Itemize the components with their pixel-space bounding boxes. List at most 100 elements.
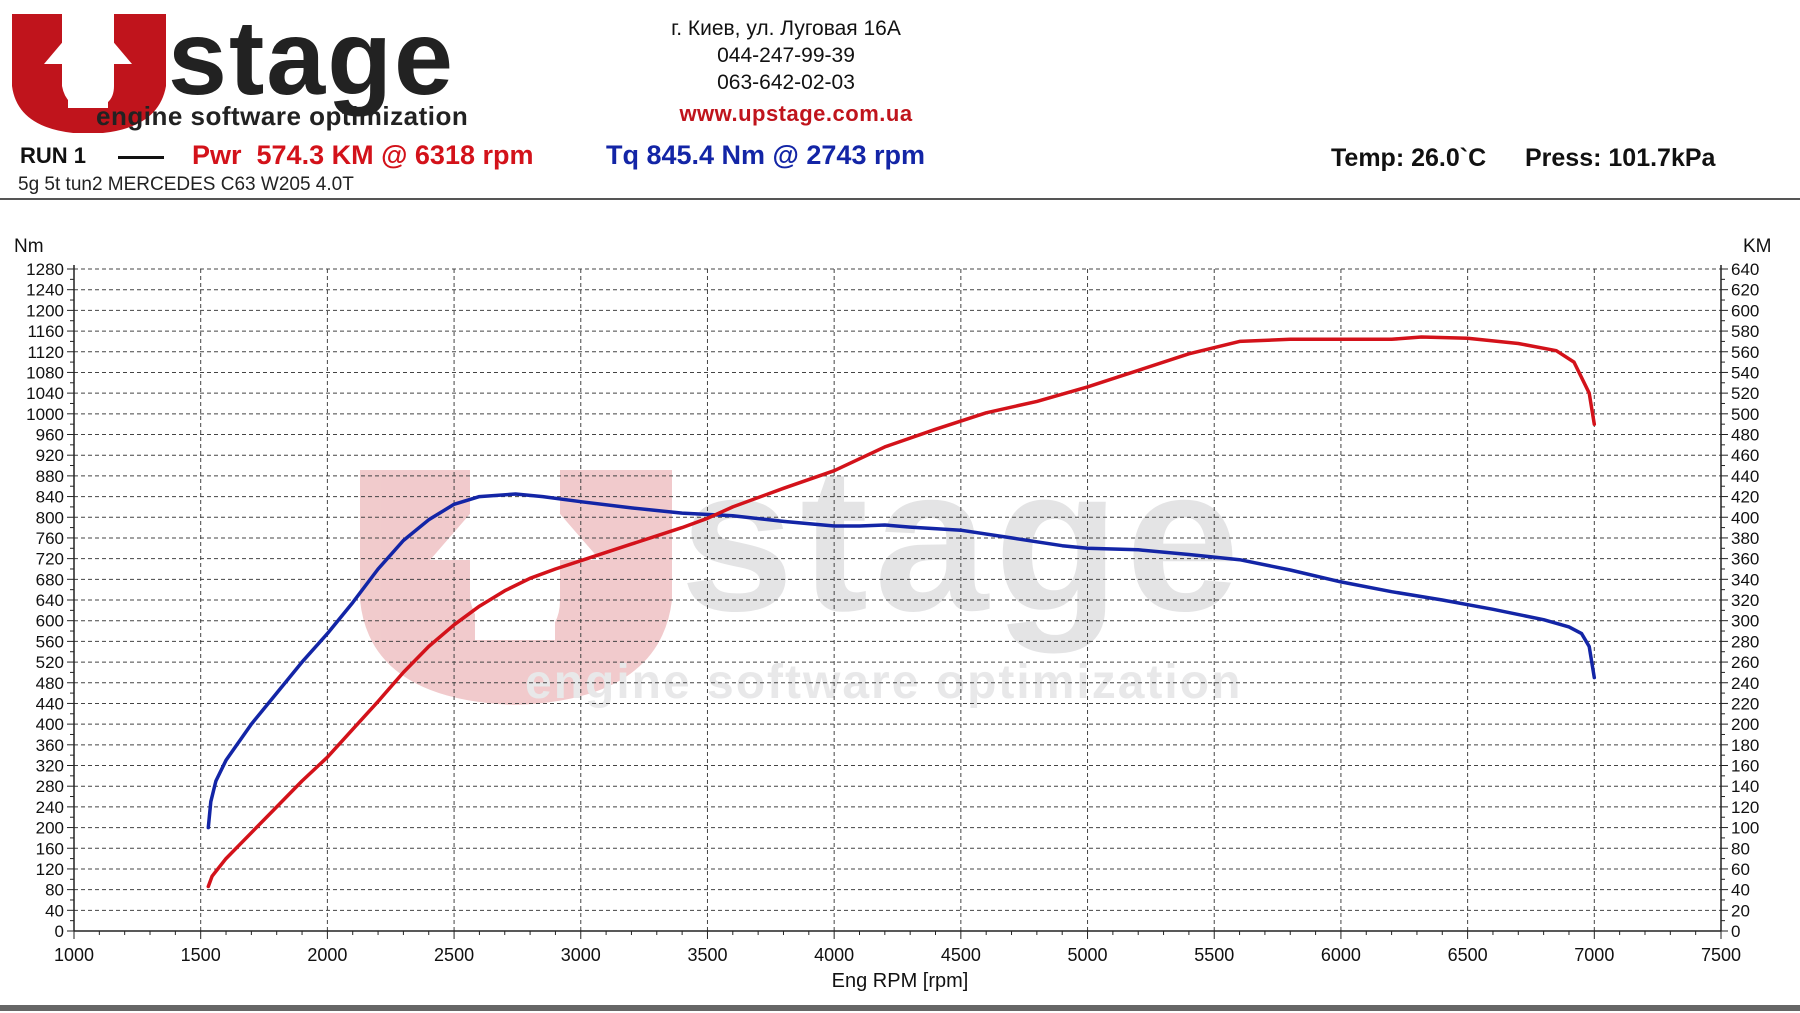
y-right-tick-label: 180 — [1731, 736, 1759, 755]
y-left-tick-label: 1240 — [26, 281, 64, 300]
x-tick-label: 4000 — [814, 945, 854, 965]
y-right-tick-label: 360 — [1731, 550, 1759, 569]
upstage-logo: stage engine software optimization — [12, 8, 468, 133]
x-tick-label: 5000 — [1068, 945, 1108, 965]
x-tick-label: 3500 — [687, 945, 727, 965]
x-tick-label: 6000 — [1321, 945, 1361, 965]
logo-stage-text: stage — [168, 8, 455, 117]
logo-arrow-icon — [44, 12, 132, 108]
watermark-arrow — [430, 462, 600, 640]
vehicle-description: 5g 5t tun2 MERCEDES C63 W205 4.0T — [18, 174, 354, 195]
y-right-tick-label: 480 — [1731, 426, 1759, 445]
y-right-tick-label: 240 — [1731, 674, 1759, 693]
y-left-tick-label: 680 — [36, 570, 64, 589]
run-label: RUN 1 — [20, 143, 87, 168]
y-right-tick-label: 620 — [1731, 281, 1759, 300]
temperature-text: Temp: 26.0`C — [1331, 144, 1487, 172]
y-right-tick-label: 200 — [1731, 715, 1759, 734]
y-left-tick-label: 1280 — [26, 260, 64, 279]
run-legend-swatch — [118, 156, 164, 159]
y-left-tick-label: 200 — [36, 819, 64, 838]
y-left-tick-label: 480 — [36, 674, 64, 693]
y-axis-right-label: KM — [1743, 236, 1772, 257]
y-left-tick-label: 120 — [36, 860, 64, 879]
x-tick-label: 5500 — [1194, 945, 1234, 965]
pressure-text: Press: 101.7kPa — [1525, 144, 1716, 172]
torque-curve — [206, 492, 1597, 830]
y-left-tick-label: 1120 — [27, 343, 64, 362]
y-right-tick-label: 440 — [1731, 467, 1759, 486]
phone-2-text: 063-642-02-03 — [717, 71, 855, 94]
y-left-tick-label: 1200 — [26, 301, 64, 320]
y-right-tick-label: 100 — [1731, 819, 1759, 838]
x-tick-label: 1500 — [181, 945, 221, 965]
y-left-tick-label: 40 — [45, 901, 64, 920]
y-left-tick-label: 80 — [45, 881, 64, 900]
y-left-tick-label: 720 — [36, 550, 64, 569]
x-tick-label: 4500 — [941, 945, 981, 965]
watermark-stage: stage — [680, 425, 1246, 654]
address-text: г. Киев, ул. Луговая 16А — [671, 17, 901, 40]
torque-peak-text: Tq 845.4 Nm @ 2743 rpm — [606, 140, 925, 170]
y-axis-left-label: Nm — [14, 236, 44, 257]
y-right-tick-label: 600 — [1731, 301, 1759, 320]
x-tick-label: 7500 — [1701, 945, 1741, 965]
y-right-tick-label: 540 — [1731, 363, 1759, 382]
y-right-tick-label: 220 — [1731, 694, 1759, 713]
y-right-tick-label: 560 — [1731, 343, 1759, 362]
watermark-u-shape — [360, 470, 672, 705]
y-left-tick-label: 280 — [36, 777, 64, 796]
header: stage engine software optimization г. Ки… — [0, 0, 1800, 198]
y-right-tick-label: 400 — [1731, 508, 1759, 527]
y-right-tick-label: 40 — [1731, 881, 1750, 900]
y-right-tick-label: 580 — [1731, 322, 1759, 341]
logo-u-shape — [12, 14, 166, 133]
y-left-tick-label: 0 — [55, 922, 64, 941]
power-curve — [206, 335, 1597, 889]
y-right-tick-label: 120 — [1731, 798, 1759, 817]
y-left-tick-label: 560 — [36, 632, 64, 651]
y-right-tick-label: 380 — [1731, 529, 1759, 548]
y-left-tick-label: 880 — [36, 467, 64, 486]
series-layer — [206, 335, 1597, 889]
y-left-tick-label: 1000 — [26, 405, 64, 424]
y-left-tick-label: 800 — [36, 508, 64, 527]
y-right-tick-label: 500 — [1731, 405, 1759, 424]
y-left-tick-label: 320 — [36, 757, 64, 776]
x-tick-label: 3000 — [561, 945, 601, 965]
y-right-tick-label: 280 — [1731, 632, 1759, 651]
y-left-tick-label: 520 — [36, 653, 64, 672]
y-right-tick-label: 320 — [1731, 591, 1759, 610]
chart-frame-bottom — [0, 1005, 1800, 1011]
x-tick-label: 7000 — [1574, 945, 1614, 965]
x-tick-label: 6500 — [1448, 945, 1488, 965]
y-left-tick-label: 1080 — [26, 363, 64, 382]
y-right-tick-label: 60 — [1731, 860, 1750, 879]
chart-frame-top — [0, 198, 1800, 200]
website-link[interactable]: www.upstage.com.ua — [679, 101, 913, 126]
axes: 0408012016020024028032036040044048052056… — [26, 260, 1759, 965]
y-left-tick-label: 1160 — [27, 322, 64, 341]
x-tick-label: 2500 — [434, 945, 474, 965]
y-right-tick-label: 20 — [1731, 901, 1750, 920]
power-peak-text: Pwr 574.3 KM @ 6318 rpm — [192, 140, 534, 170]
y-left-tick-label: 440 — [36, 694, 64, 713]
y-right-tick-label: 520 — [1731, 384, 1759, 403]
y-left-tick-label: 360 — [36, 736, 64, 755]
y-left-tick-label: 840 — [36, 488, 64, 507]
x-tick-label: 2000 — [307, 945, 347, 965]
watermark-logo: stage engine software optimization — [360, 425, 1246, 709]
y-left-tick-label: 600 — [36, 612, 64, 631]
y-right-tick-label: 160 — [1731, 757, 1759, 776]
y-right-tick-label: 140 — [1731, 777, 1759, 796]
grid — [74, 268, 1721, 931]
y-left-tick-label: 400 — [36, 715, 64, 734]
y-right-tick-label: 340 — [1731, 570, 1759, 589]
y-left-tick-label: 920 — [36, 446, 64, 465]
y-left-tick-label: 240 — [36, 798, 64, 817]
y-left-tick-label: 160 — [36, 839, 64, 858]
y-left-tick-label: 960 — [36, 426, 64, 445]
y-left-tick-label: 1040 — [26, 384, 64, 403]
y-left-tick-label: 640 — [36, 591, 64, 610]
y-right-tick-label: 260 — [1731, 653, 1759, 672]
